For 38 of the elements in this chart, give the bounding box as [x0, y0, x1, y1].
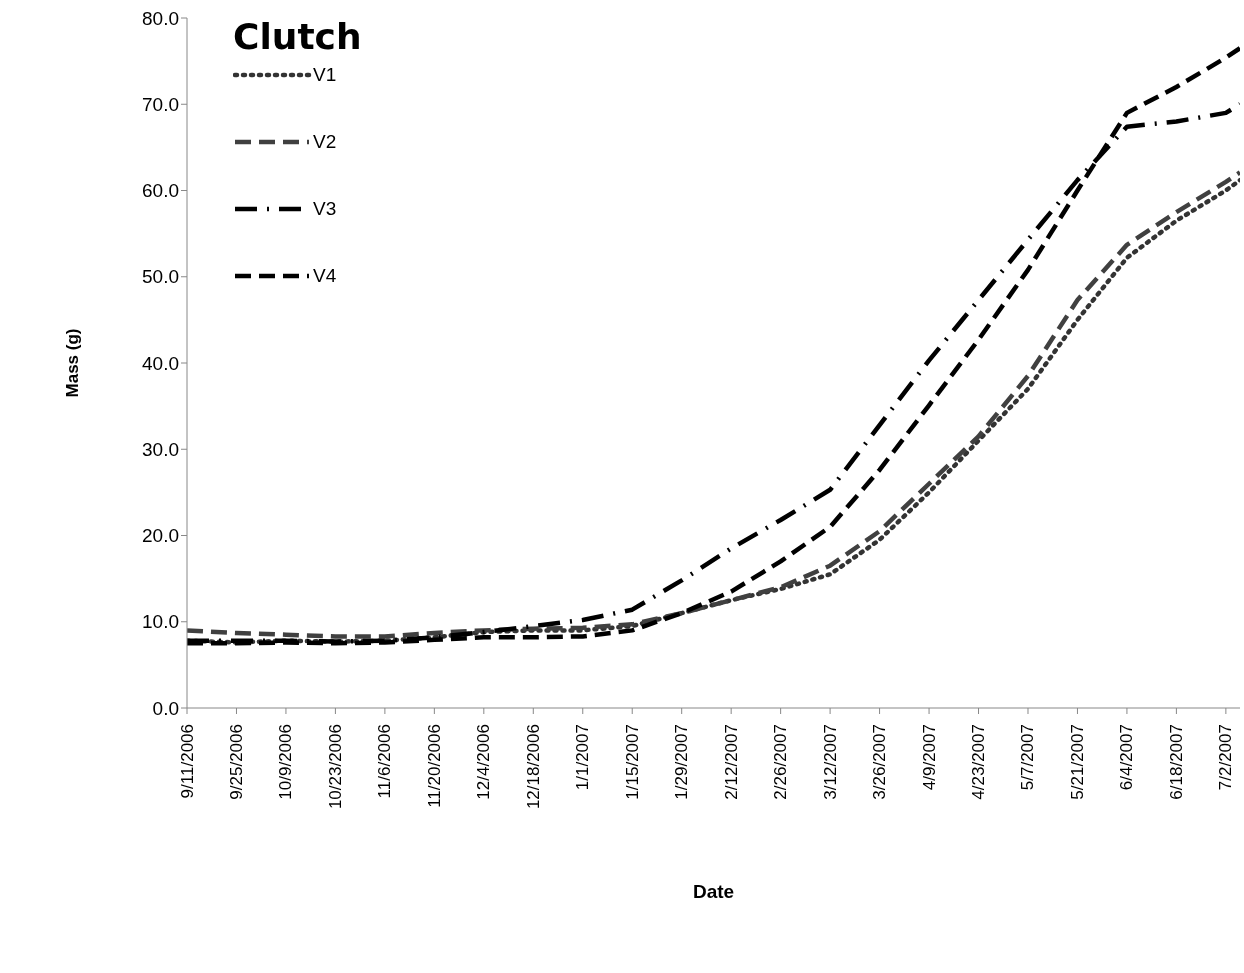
x-tick-label: 12/18/2006: [523, 724, 543, 810]
y-tick-label: 80.0: [142, 7, 179, 29]
x-tick-label: 2/26/2007: [771, 724, 791, 800]
x-tick-label: 5/21/2007: [1067, 724, 1087, 800]
x-tick-label: 10/23/2006: [325, 724, 345, 810]
y-axis-title: Mass (g): [63, 328, 83, 398]
y-tick-label: 50.0: [142, 266, 179, 288]
legend-label: V3: [313, 197, 337, 220]
x-tick-label: 2/12/2007: [721, 724, 741, 800]
legend-label: V1: [313, 63, 337, 86]
legend-label: V4: [313, 264, 337, 287]
x-tick-label: 11/6/2006: [375, 724, 395, 799]
x-axis-title: Date: [692, 881, 735, 902]
x-tick-label: 3/12/2007: [820, 724, 840, 800]
x-tick-label: 9/11/2006: [177, 724, 197, 799]
x-tick-label: 1/15/2007: [622, 724, 642, 800]
x-tick-label: 9/25/2006: [226, 724, 246, 800]
y-tick-label: 60.0: [142, 180, 179, 202]
x-tick-label: 7/2/2007: [1216, 724, 1236, 791]
x-tick-label: 1/29/2007: [672, 724, 692, 800]
y-tick-label: 40.0: [142, 352, 179, 374]
x-tick-label: 1/1/2007: [573, 724, 593, 791]
y-tick-label: 30.0: [142, 438, 179, 460]
x-tick-label: 10/9/2006: [276, 724, 296, 800]
legend-title: Clutch: [233, 16, 363, 57]
x-tick-label: 4/9/2007: [919, 724, 939, 791]
y-tick-label: 0.0: [152, 697, 179, 719]
y-tick-label: 70.0: [142, 94, 179, 115]
y-tick-label: 20.0: [142, 525, 179, 547]
x-tick-label: 12/4/2006: [474, 724, 494, 800]
x-tick-label: 6/18/2007: [1166, 724, 1186, 800]
x-tick-label: 5/7/2007: [1018, 724, 1038, 791]
x-tick-label: 11/20/2006: [424, 724, 444, 808]
x-tick-label: 4/23/2007: [969, 724, 989, 800]
legend-label: V2: [313, 130, 337, 153]
x-tick-label: 3/26/2007: [870, 724, 890, 800]
y-tick-label: 10.0: [142, 611, 179, 633]
x-tick-label: 6/4/2007: [1117, 724, 1137, 791]
